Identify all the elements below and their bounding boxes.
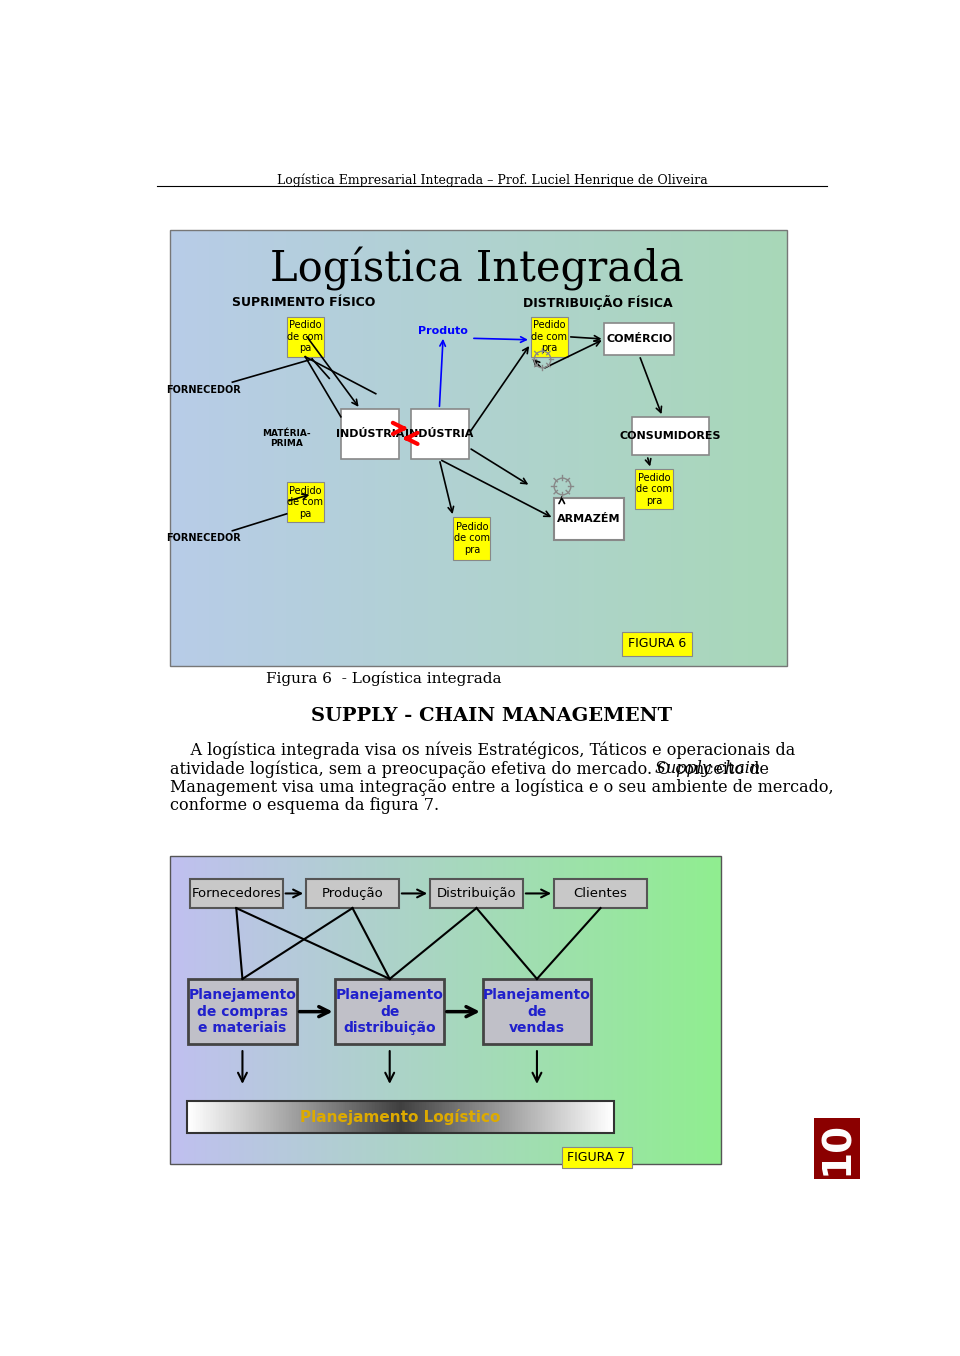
FancyBboxPatch shape [554, 879, 647, 909]
Text: conforme o esquema da figura 7.: conforme o esquema da figura 7. [170, 797, 440, 814]
FancyBboxPatch shape [622, 632, 692, 655]
FancyBboxPatch shape [190, 879, 283, 909]
FancyBboxPatch shape [453, 517, 491, 560]
Text: Logística Empresarial Integrada – Prof. Luciel Henrique de Oliveira: Logística Empresarial Integrada – Prof. … [276, 174, 708, 187]
Text: Pedido
de com
pra: Pedido de com pra [531, 320, 567, 354]
Text: Pedido
de com
pra: Pedido de com pra [454, 522, 490, 555]
Text: Planejamento
de
distribuição: Planejamento de distribuição [336, 989, 444, 1035]
FancyBboxPatch shape [636, 469, 673, 510]
Text: Planejamento
de
vendas: Planejamento de vendas [483, 989, 591, 1035]
Text: Fornecedores: Fornecedores [191, 887, 281, 900]
Text: INDÚSTRIA: INDÚSTRIA [336, 428, 404, 439]
FancyBboxPatch shape [287, 317, 324, 357]
Text: Logística Integrada: Logística Integrada [270, 247, 684, 292]
FancyBboxPatch shape [306, 879, 399, 909]
Text: FORNECEDOR: FORNECEDOR [166, 385, 241, 395]
FancyBboxPatch shape [562, 1147, 632, 1169]
FancyBboxPatch shape [554, 498, 624, 540]
Text: ARMAZÉM: ARMAZÉM [557, 514, 620, 523]
FancyBboxPatch shape [430, 879, 523, 909]
FancyBboxPatch shape [335, 979, 444, 1044]
Text: Produção: Produção [322, 887, 383, 900]
Text: Planejamento Logístico: Planejamento Logístico [300, 1109, 501, 1124]
FancyBboxPatch shape [411, 410, 468, 460]
FancyBboxPatch shape [531, 317, 568, 357]
Text: SUPRIMENTO FÍSICO: SUPRIMENTO FÍSICO [232, 297, 375, 309]
Text: 10: 10 [818, 1121, 856, 1176]
Text: atividade logística, sem a preocupação efetiva do mercado. O conceito de: atividade logística, sem a preocupação e… [170, 761, 775, 778]
Text: DISTRIBUIÇÃO FÍSICA: DISTRIBUIÇÃO FÍSICA [523, 296, 673, 311]
FancyBboxPatch shape [483, 979, 591, 1044]
Text: CONSUMIDORES: CONSUMIDORES [619, 431, 721, 441]
Text: INDÚSTRIA: INDÚSTRIA [405, 428, 474, 439]
FancyBboxPatch shape [605, 323, 674, 355]
Text: Planejamento
de compras
e materiais: Planejamento de compras e materiais [188, 989, 297, 1035]
FancyBboxPatch shape [632, 416, 709, 456]
FancyBboxPatch shape [287, 483, 324, 522]
Text: Distribuição: Distribuição [437, 887, 516, 900]
Text: Pedido
de com
pa: Pedido de com pa [287, 320, 324, 354]
Text: FORNECEDOR: FORNECEDOR [166, 533, 241, 544]
Text: Pedido
de com
pra: Pedido de com pra [636, 473, 672, 506]
Text: FIGURA 6: FIGURA 6 [628, 637, 686, 651]
Text: A logística integrada visa os níveis Estratégicos, Táticos e operacionais da: A logística integrada visa os níveis Est… [170, 742, 796, 759]
Text: Produto: Produto [419, 325, 468, 335]
Text: MATÉRIA-
PRIMA: MATÉRIA- PRIMA [262, 428, 311, 447]
FancyBboxPatch shape [341, 410, 399, 460]
Text: COMÉRCIO: COMÉRCIO [606, 334, 672, 344]
FancyBboxPatch shape [188, 979, 297, 1044]
Text: Clientes: Clientes [573, 887, 628, 900]
Text: Pedido
de com
pa: Pedido de com pa [287, 485, 324, 519]
Text: FIGURA 7: FIGURA 7 [567, 1151, 626, 1163]
Text: Figura 6  - Logística integrada: Figura 6 - Logística integrada [266, 671, 501, 686]
Text: Supply chain: Supply chain [655, 761, 760, 777]
Text: Management visa uma integração entre a logística e o seu ambiente de mercado,: Management visa uma integração entre a l… [170, 778, 834, 796]
FancyBboxPatch shape [814, 1117, 860, 1180]
Text: SUPPLY - CHAIN MANAGEMENT: SUPPLY - CHAIN MANAGEMENT [311, 706, 673, 724]
